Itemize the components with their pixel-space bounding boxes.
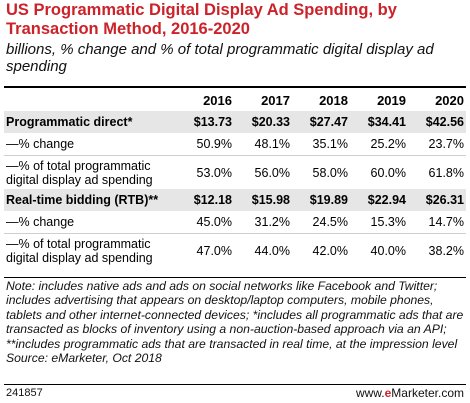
logo-e: e xyxy=(384,386,392,400)
row-label: —% of total programmatic digital display… xyxy=(6,236,153,265)
table-cell: 50.9% xyxy=(176,133,234,156)
table-cell: 56.0% xyxy=(254,165,290,180)
table-cell: 48.1% xyxy=(234,133,292,156)
table-cell: $19.89 xyxy=(292,189,350,211)
table-cell: 44.0% xyxy=(254,243,290,258)
table-cell: $42.56 xyxy=(408,111,466,133)
table-cell: $12.18 xyxy=(176,189,234,211)
table-cell: 23.7% xyxy=(408,133,466,156)
logo-brand: Marketer xyxy=(391,386,438,400)
source-text: Source: eMarketer, Oct 2018 xyxy=(6,351,162,366)
header-row: 2016 2017 2018 2019 2020 xyxy=(4,89,466,111)
table-cell: 25.2% xyxy=(350,133,408,156)
row-label: —% of total programmatic digital display… xyxy=(6,158,153,187)
table-cell: $22.94 xyxy=(350,189,408,211)
column-header: 2018 xyxy=(319,92,348,108)
header-blank xyxy=(4,89,176,111)
table-cell: 38.2% xyxy=(428,243,464,258)
chart-subtitle: billions, % change and % of total progra… xyxy=(6,41,434,75)
chart-id: 241857 xyxy=(6,387,43,399)
footer-rule xyxy=(4,384,466,385)
table-cell: 35.1% xyxy=(292,133,350,156)
table-cell: 58.0% xyxy=(312,165,348,180)
table-cell: $27.47 xyxy=(292,111,350,133)
bottom-rule xyxy=(4,277,466,278)
chart-title: US Programmatic Digital Display Ad Spend… xyxy=(6,1,397,38)
column-header: 2020 xyxy=(435,92,464,108)
table-cell: 40.0% xyxy=(370,243,406,258)
table-row: —% change 50.9% 48.1% 35.1% 25.2% 23.7% xyxy=(4,133,466,156)
table-row: —% change 45.0% 31.2% 24.5% 15.3% 14.7% xyxy=(4,211,466,234)
table-cell: 42.0% xyxy=(312,243,348,258)
emarketer-logo: www.eMarketer.com xyxy=(356,386,464,400)
table-cell: 24.5% xyxy=(292,211,350,234)
column-header: 2017 xyxy=(261,92,290,108)
table-cell: 45.0% xyxy=(176,211,234,234)
table-cell: $26.31 xyxy=(408,189,466,211)
note-text: Note: includes native ads and ads on soc… xyxy=(6,279,464,351)
table-cell: $13.73 xyxy=(176,111,234,133)
table-row: Real-time bidding (RTB)** $12.18 $15.98 … xyxy=(4,189,466,211)
footnote: Note: includes native ads and ads on soc… xyxy=(6,279,466,365)
row-label: Real-time bidding (RTB)** xyxy=(4,189,176,211)
table-cell: 47.0% xyxy=(196,243,232,258)
table-row: —% of total programmatic digital display… xyxy=(4,234,466,268)
logo-prefix: www. xyxy=(355,386,385,400)
table-cell: $20.33 xyxy=(234,111,292,133)
table-cell: 61.8% xyxy=(428,165,464,180)
top-rule xyxy=(4,86,466,88)
logo-suffix: .com xyxy=(437,386,464,400)
data-table: 2016 2017 2018 2019 2020 Programmatic di… xyxy=(4,89,466,267)
row-label: —% change xyxy=(4,133,176,156)
table-cell: 60.0% xyxy=(370,165,406,180)
table-cell: 53.0% xyxy=(196,165,232,180)
table-row: —% of total programmatic digital display… xyxy=(4,156,466,190)
row-label: —% change xyxy=(4,211,176,234)
table-cell: 14.7% xyxy=(408,211,466,234)
column-header: 2016 xyxy=(203,92,232,108)
table-cell: $34.41 xyxy=(350,111,408,133)
table-cell: 15.3% xyxy=(350,211,408,234)
table-cell: $15.98 xyxy=(234,189,292,211)
column-header: 2019 xyxy=(377,92,406,108)
table-cell: 31.2% xyxy=(234,211,292,234)
row-label: Programmatic direct* xyxy=(4,111,176,133)
table-row: Programmatic direct* $13.73 $20.33 $27.4… xyxy=(4,111,466,133)
